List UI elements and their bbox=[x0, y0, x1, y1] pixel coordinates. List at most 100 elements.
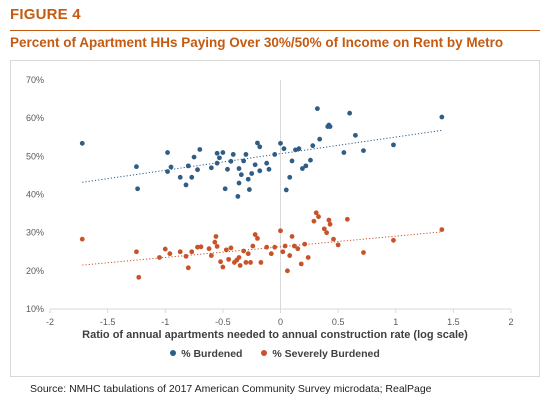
data-point-series-1 bbox=[214, 244, 220, 249]
y-tick-label: 40% bbox=[26, 190, 44, 200]
data-point-series-1 bbox=[326, 217, 332, 223]
data-point-series-1 bbox=[226, 256, 232, 262]
data-point-series-0 bbox=[296, 146, 302, 152]
y-tick-label: 60% bbox=[26, 113, 44, 123]
data-point-series-1 bbox=[136, 274, 142, 280]
legend-label-burdened: % Burdened bbox=[181, 348, 243, 360]
data-point-series-0 bbox=[208, 165, 214, 171]
x-tick-label: 1 bbox=[393, 317, 398, 327]
data-point-series-0 bbox=[197, 147, 203, 152]
data-point-series-0 bbox=[222, 186, 228, 192]
data-point-series-0 bbox=[236, 180, 242, 186]
data-point-series-1 bbox=[195, 244, 200, 250]
data-point-series-1 bbox=[285, 268, 290, 274]
data-point-series-1 bbox=[198, 244, 204, 250]
data-point-series-1 bbox=[324, 230, 329, 236]
data-point-series-0 bbox=[236, 166, 242, 171]
data-point-series-1 bbox=[162, 246, 168, 252]
trendline-series-0 bbox=[82, 129, 442, 183]
trendlines-layer bbox=[82, 129, 442, 266]
figure-label: FIGURE 4 bbox=[10, 6, 81, 23]
x-tick-label: -1 bbox=[161, 317, 169, 327]
data-point-series-1 bbox=[280, 249, 286, 255]
data-point-series-0 bbox=[220, 150, 226, 155]
data-point-series-0 bbox=[214, 160, 220, 166]
data-point-series-1 bbox=[213, 234, 219, 239]
data-point-series-0 bbox=[283, 187, 289, 193]
data-point-series-1 bbox=[391, 237, 396, 243]
data-point-series-0 bbox=[177, 174, 183, 180]
trendline-series-1 bbox=[82, 231, 442, 266]
data-point-series-1 bbox=[278, 228, 283, 234]
chart-area bbox=[10, 60, 540, 377]
legend-item-burdened: % Burdened bbox=[170, 348, 242, 360]
data-point-series-0 bbox=[272, 152, 278, 157]
data-point-series-0 bbox=[391, 142, 396, 148]
data-point-series-1 bbox=[316, 214, 321, 220]
data-point-series-0 bbox=[278, 140, 283, 146]
data-point-series-0 bbox=[252, 162, 258, 168]
y-tick-label: 10% bbox=[26, 304, 44, 314]
source-note: Source: NMHC tabulations of 2017 America… bbox=[30, 383, 432, 395]
data-point-series-0 bbox=[246, 187, 252, 192]
data-point-series-0 bbox=[257, 144, 263, 150]
data-point-series-0 bbox=[361, 148, 366, 154]
data-point-series-1 bbox=[258, 260, 264, 265]
data-point-series-1 bbox=[287, 253, 293, 258]
data-point-series-1 bbox=[208, 253, 214, 258]
data-point-series-0 bbox=[230, 152, 236, 157]
data-point-series-0 bbox=[347, 110, 353, 116]
legend-item-severely-burdened: % Severely Burdened bbox=[261, 348, 380, 360]
data-point-series-0 bbox=[317, 136, 323, 142]
x-tick-label: 2 bbox=[508, 317, 513, 327]
data-point-series-1 bbox=[361, 250, 366, 255]
data-point-series-1 bbox=[255, 235, 260, 241]
data-point-series-1 bbox=[243, 260, 249, 265]
data-point-series-0 bbox=[183, 182, 189, 188]
data-point-series-0 bbox=[264, 160, 270, 166]
data-point-series-0 bbox=[439, 114, 445, 120]
x-tick-label: -2 bbox=[46, 317, 54, 327]
data-point-series-1 bbox=[439, 227, 445, 233]
data-point-series-1 bbox=[327, 221, 333, 227]
data-point-series-0 bbox=[228, 158, 234, 164]
chart-title: Percent of Apartment HHs Paying Over 30%… bbox=[10, 35, 504, 50]
data-point-series-0 bbox=[249, 171, 255, 176]
data-point-series-1 bbox=[264, 244, 270, 250]
data-point-series-0 bbox=[225, 166, 230, 172]
data-point-series-0 bbox=[165, 150, 170, 155]
legend-marker-severely-burdened-icon bbox=[261, 350, 268, 357]
data-point-series-1 bbox=[218, 259, 223, 265]
data-point-series-1 bbox=[268, 251, 274, 257]
data-point-series-1 bbox=[167, 251, 173, 257]
data-point-series-1 bbox=[252, 232, 258, 237]
data-point-series-1 bbox=[237, 263, 243, 268]
data-point-series-1 bbox=[335, 242, 341, 248]
data-point-series-1 bbox=[185, 265, 191, 271]
data-point-series-1 bbox=[223, 247, 229, 253]
data-point-series-0 bbox=[241, 158, 247, 164]
legend-label-severely-burdened: % Severely Burdened bbox=[272, 348, 380, 360]
data-point-series-0 bbox=[185, 163, 191, 169]
y-tick-label: 30% bbox=[26, 228, 44, 238]
data-point-series-1 bbox=[236, 255, 242, 260]
data-point-series-0 bbox=[243, 152, 249, 157]
data-point-series-1 bbox=[212, 239, 218, 245]
x-tick-label: -1.5 bbox=[100, 317, 116, 327]
data-point-series-0 bbox=[308, 157, 313, 163]
x-tick-label: 1.5 bbox=[447, 317, 460, 327]
data-point-series-0 bbox=[134, 164, 139, 170]
data-point-series-0 bbox=[165, 169, 170, 175]
data-point-series-0 bbox=[299, 166, 305, 171]
data-point-series-1 bbox=[183, 253, 189, 259]
legend-marker-burdened-icon bbox=[170, 350, 177, 357]
axes-layer: -2 -1.5 -1 -0.5 0 0.5 1 1.5 2 10% 20% 30% 40% 50% 60% 7… bbox=[26, 75, 514, 327]
data-point-series-1 bbox=[305, 255, 311, 260]
title-divider bbox=[10, 30, 540, 31]
data-point-series-0 bbox=[214, 150, 220, 156]
data-point-series-0 bbox=[327, 124, 333, 129]
data-point-series-1 bbox=[248, 260, 253, 265]
y-tick-label: 20% bbox=[26, 266, 44, 276]
data-point-series-1 bbox=[313, 210, 319, 216]
x-tick-label: 0 bbox=[278, 317, 283, 327]
